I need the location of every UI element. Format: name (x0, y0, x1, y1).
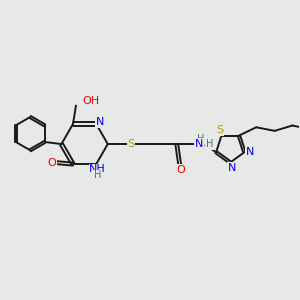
Text: O: O (176, 165, 185, 175)
Text: N: N (245, 147, 254, 157)
Text: O: O (48, 158, 57, 168)
Text: S: S (217, 125, 224, 135)
Text: N: N (195, 139, 203, 149)
Text: S: S (128, 139, 134, 149)
Text: H: H (206, 139, 213, 149)
Text: N: N (227, 163, 236, 173)
Text: N: N (96, 118, 104, 128)
Text: H: H (94, 170, 101, 180)
Text: H: H (196, 134, 204, 144)
Text: NH: NH (89, 164, 106, 175)
Text: OH: OH (83, 96, 100, 106)
